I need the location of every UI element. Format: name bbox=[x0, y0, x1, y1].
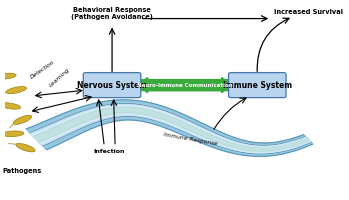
Polygon shape bbox=[34, 107, 310, 152]
Ellipse shape bbox=[6, 87, 27, 94]
Polygon shape bbox=[30, 103, 311, 154]
Text: Immune Response: Immune Response bbox=[163, 133, 218, 147]
Ellipse shape bbox=[13, 115, 32, 124]
Ellipse shape bbox=[0, 73, 16, 79]
Text: Nervous System: Nervous System bbox=[77, 81, 147, 90]
Text: Increased Survival: Increased Survival bbox=[274, 9, 343, 15]
Text: Learning: Learning bbox=[48, 67, 71, 88]
Polygon shape bbox=[32, 105, 310, 153]
Text: Pathogens: Pathogens bbox=[3, 168, 42, 174]
Text: Behavioral Response
(Pathogen Avoidance): Behavioral Response (Pathogen Avoidance) bbox=[71, 7, 153, 20]
FancyBboxPatch shape bbox=[83, 73, 141, 98]
Text: Detection: Detection bbox=[29, 60, 55, 80]
Ellipse shape bbox=[2, 131, 24, 137]
Ellipse shape bbox=[16, 143, 35, 152]
Text: Immune System: Immune System bbox=[223, 81, 292, 90]
Text: Infection: Infection bbox=[93, 149, 125, 154]
FancyArrow shape bbox=[138, 77, 231, 93]
FancyBboxPatch shape bbox=[229, 73, 286, 98]
FancyArrow shape bbox=[138, 77, 231, 93]
Polygon shape bbox=[32, 106, 310, 152]
Text: Neuro-Immune Communication: Neuro-Immune Communication bbox=[137, 83, 232, 88]
Ellipse shape bbox=[0, 103, 21, 109]
Polygon shape bbox=[26, 100, 313, 156]
